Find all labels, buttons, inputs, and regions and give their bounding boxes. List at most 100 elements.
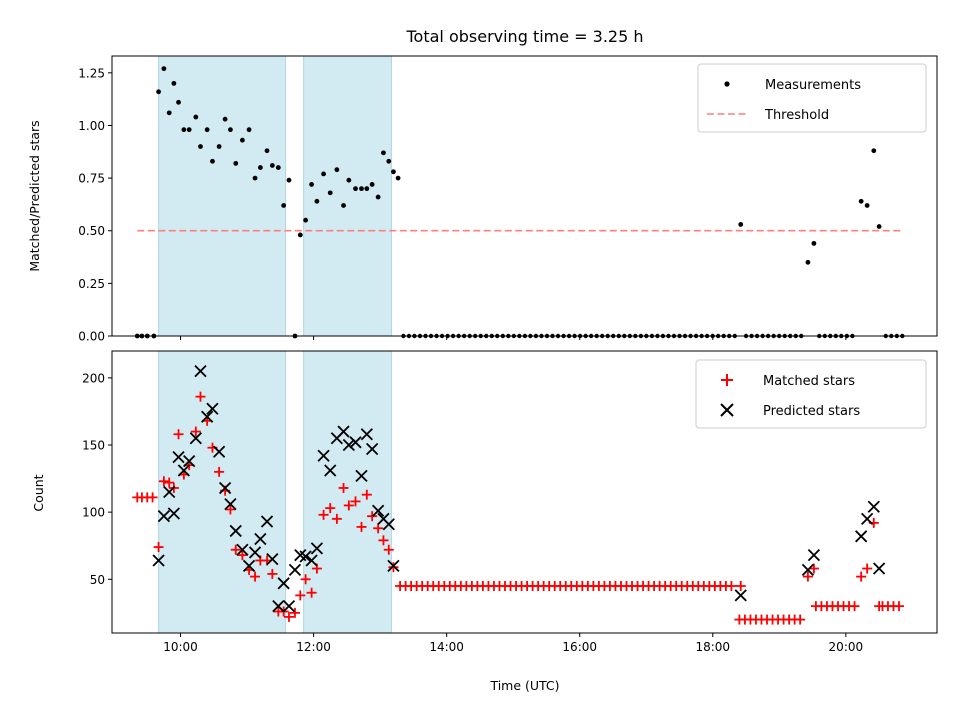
matched-point [388,562,399,573]
predicted-point [194,365,207,378]
y-tick-label: 100 [82,506,105,520]
measurement-point [171,80,177,86]
top-plot-panel: 0.00 0.25 0.50 0.75 1.00 1.25 Total observing… [27,27,938,344]
predicted-point [342,438,355,452]
predicted-point [229,524,242,538]
y-tick-label: 150 [82,439,105,453]
x-tick-label: 16:00 [562,640,597,654]
x-tick-label: 12:00 [296,640,331,654]
measurement-point [210,158,215,164]
matched-point [250,571,261,582]
matched-point [295,590,306,601]
measurement-point [156,89,161,95]
predicted-point [172,450,185,464]
matched-point [849,601,860,612]
measurement-point [281,203,287,208]
predicted-point [163,485,176,499]
measurement-point [375,194,381,200]
predicted-point [288,563,302,577]
matched-point [894,601,905,612]
matched-point [325,503,336,514]
measurement-point [246,127,252,133]
matched-point [350,496,361,507]
measurement-point [166,110,172,116]
top-legend-box [697,63,927,133]
matched-point [195,391,206,402]
predicted-legend-marker [720,403,734,417]
matched-point [343,500,354,511]
predicted-point [189,432,202,445]
matched-point [190,426,201,437]
y-tick-label: 0.75 [78,172,105,186]
predicted-point [360,428,373,441]
predicted-point [212,445,226,458]
measurement-point [334,167,340,173]
measurement-point [876,224,882,229]
top-y-axis-label: Matched/Predicted stars [27,120,42,271]
x-tick-label: 20:00 [829,640,864,654]
matched-point [158,476,169,487]
predicted-legend-label: Predicted stars [763,404,860,419]
predicted-point [218,481,232,495]
measurement-point [811,240,817,246]
matched-point [173,429,184,440]
predicted-point [801,563,815,577]
measurements-legend-marker [724,81,730,87]
predicted-point [867,500,880,513]
predicted-point [299,550,312,563]
x-tick-label: 14:00 [429,640,464,654]
measurement-point [364,186,370,192]
measurement-point [228,127,233,133]
measurement-point [858,198,864,204]
predicted-point [305,554,318,567]
predicted-point [177,464,190,477]
matched-point [237,550,248,561]
y-tick-label: 1.25 [78,66,105,80]
measurement-point [314,198,320,204]
predicted-point [183,454,196,468]
predicted-point [254,532,267,546]
measurement-point [222,116,228,122]
observing-window-1 [158,55,287,337]
matched-point [289,607,300,618]
matched-point [283,611,294,622]
measurement-point [161,66,167,72]
predicted-point [236,543,249,556]
observing-window-2 [303,350,392,634]
measurement-point [321,171,326,177]
matched-point [808,563,819,574]
bottom-y-axis-label: Count [31,474,46,511]
bottom-legend: Matched stars Predicted stars [695,359,927,429]
predicted-point [807,548,821,562]
measurement-point [381,150,386,156]
matched-point [306,587,317,598]
matched-point [795,614,806,625]
measurement-point [204,127,210,133]
predicted-point [260,515,274,528]
matched-point [267,568,278,579]
chart-title: Total observing time = 3.25 h [405,27,643,46]
measurement-point [353,186,358,192]
y-tick-label: 200 [82,371,105,385]
matched-point [300,574,311,585]
matched-point [802,571,813,582]
predicted-point [224,497,237,511]
matched-point [862,563,873,574]
matched-point [856,571,867,582]
measurement-point [738,222,744,227]
matched-point [225,504,236,515]
matched-legend-marker [721,374,733,386]
predicted-point [324,464,337,477]
y-tick-label: 50 [90,573,105,587]
measurement-point [395,175,401,181]
predicted-point [734,589,747,602]
matched-point [318,509,329,520]
measurement-point [269,163,275,168]
x-axis-label: Time (UTC) [489,678,559,693]
measurement-point [359,186,364,192]
predicted-point [206,402,219,415]
measurement-point [275,165,281,170]
top-legend: Measurements Threshold [697,63,927,133]
measurement-point [327,190,333,196]
